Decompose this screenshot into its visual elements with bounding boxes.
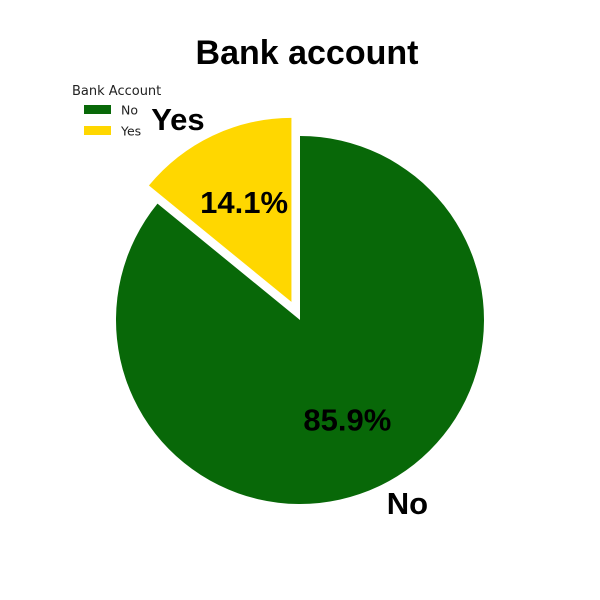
- legend-title: Bank Account: [72, 84, 161, 99]
- legend-label-yes: Yes: [120, 124, 141, 139]
- slice-label-yes: Yes: [151, 102, 204, 137]
- legend: Bank Account No Yes: [72, 84, 161, 139]
- chart-title: Bank account: [196, 34, 419, 72]
- pie-slice-yes: [148, 117, 292, 302]
- pie-slice-no: [115, 136, 485, 504]
- pct-label-yes: 14.1%: [200, 185, 288, 220]
- legend-label-no: No: [121, 103, 138, 118]
- slice-label-no: No: [387, 486, 428, 521]
- pie-slices: [115, 117, 485, 504]
- legend-swatch-no: [84, 105, 111, 114]
- pct-label-no: 85.9%: [303, 403, 391, 438]
- legend-swatch-yes: [84, 126, 111, 135]
- pie-labels: 85.9% No 14.1% Yes: [151, 102, 428, 521]
